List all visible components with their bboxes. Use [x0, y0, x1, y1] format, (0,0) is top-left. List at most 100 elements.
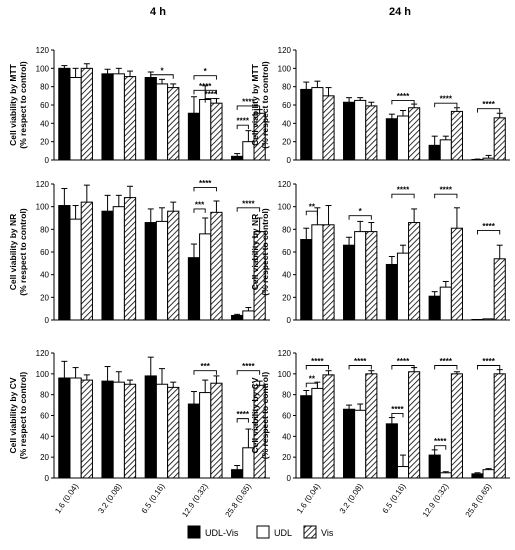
panel-24-h-cv-bar-udl-vis-3 [428, 454, 441, 479]
panel-24-h-cv-sig-bracket-3 [391, 365, 415, 370]
panel-24-h-nr-sig-bracket-4 [477, 230, 501, 235]
panel-4-h-mtt-ylabel-line-0: Cell viability by MTT [8, 63, 18, 146]
panel-4-h-mtt-sig-label-1: * [204, 67, 208, 76]
panel-24-h-cv-bar-udl-vis-1 [343, 408, 356, 479]
panel-24-h-cv-sig-bracket-5 [434, 365, 458, 370]
column-title-4h: 4 h [150, 6, 166, 18]
panel-4-h-cv-bar-udl-vis-2 [144, 375, 157, 479]
panel-24-h-cv: 0 20 40 60 80 100 120 Cell viability by CV (% re… [250, 349, 510, 519]
panel-24-h-nr-ytick-label-0: 0 [287, 316, 292, 325]
panel-4-h-mtt-bar-udl-2 [155, 83, 169, 161]
panel-24-h-cv-ytick-label-40: 40 [282, 432, 291, 441]
panel-24-h-mtt-sig-bracket-2 [477, 108, 501, 113]
panel-24-h-cv-sig-bracket-7 [477, 365, 501, 370]
panel-24-h-cv-sig-label-2: **** [354, 357, 367, 366]
panel-24-h-mtt-sig-label-0: **** [397, 92, 410, 101]
panel-4-h-mtt-bar-udl-0 [69, 77, 82, 161]
panel-24-h-mtt-ylabel-line-1: (% respect to control) [260, 61, 270, 149]
panel-24-h-cv-bar-vis-2 [408, 371, 421, 479]
panel-24-h-nr-ytick-label-40: 40 [282, 271, 291, 280]
panel-24-h-mtt-bar-udl-3 [439, 139, 452, 161]
panel-24-h-mtt-ytick-label-0: 0 [287, 156, 292, 165]
panel-4-h-mtt-sig-bracket-2 [193, 89, 217, 95]
panel-4-h-mtt-sig-label-3: **** [205, 90, 218, 99]
panel-4-h-cv-sig-bracket-1 [236, 370, 261, 375]
panel-4-h-mtt-bar-vis-3 [210, 102, 223, 161]
panel-24-h-nr-ytick-label-120: 120 [278, 180, 292, 189]
panel-4-h-nr-ytick-label-120: 120 [36, 180, 50, 189]
panel-24-h-cv-xtick-label-0: 1.6 (0.04) [295, 482, 322, 515]
panel-24-h-cv-sig-bracket-1 [305, 382, 318, 388]
panel-24-h-nr: 0 20 40 60 80 100 120 Cell viability by NR (% re… [250, 180, 510, 325]
panel-24-h-mtt-ytick-label-100: 100 [278, 64, 292, 73]
panel-4-h-nr-sig-bracket-1 [193, 208, 206, 213]
panel-4-h-mtt-bar-udl-3 [199, 99, 212, 161]
panel-4-h-nr-ytick-label-0: 0 [45, 316, 50, 325]
panel-24-h-cv-bar-udl-vis-4 [471, 473, 484, 479]
panel-24-h-nr-bar-udl-vis-2 [385, 263, 398, 321]
panel-4-h-nr-bar-udl-vis-2 [144, 222, 157, 321]
panel-4-h-cv-bar-vis-0 [80, 379, 93, 479]
panel-4-h-mtt-bar-udl-1 [112, 73, 125, 161]
panel-24-h-nr-bar-vis-3 [450, 227, 463, 321]
panel-24-h-mtt-ytick-label-120: 120 [278, 46, 292, 55]
panel-24-h-nr-bar-udl-vis-1 [343, 244, 356, 321]
panel-4-h-cv-ytick-label-20: 20 [40, 453, 49, 462]
panel-4-h-nr-bar-udl-vis-4 [231, 314, 244, 321]
panel-24-h-nr-bar-udl-3 [439, 286, 452, 321]
panel-24-h-cv-ytick-label-80: 80 [282, 391, 291, 400]
panel-4-h-nr-sig-bracket-2 [236, 207, 261, 212]
panel-24-h-nr-sig-label-2: **** [397, 186, 410, 195]
panel-4-h-mtt-sig-bracket-0 [150, 74, 174, 79]
panel-24-h-nr-ylabel-line-1: (% respect to control) [260, 208, 270, 296]
panel-24-h-cv-xtick-label-4: 25.8 (0.65) [464, 482, 494, 519]
panel-4-h-cv-ytick-label-100: 100 [36, 370, 50, 379]
panel-4-h-nr-bar-udl-4 [242, 310, 255, 321]
panel-4-h-cv-xtick-label-1: 3.2 (0.08) [96, 482, 123, 515]
panel-24-h-nr-bar-vis-2 [408, 222, 421, 321]
column-title-24h: 24 h [389, 6, 411, 18]
panel-24-h-nr-bar-udl-1 [354, 231, 367, 321]
panel-4-h-mtt-ytick-label-0: 0 [45, 156, 50, 165]
panel-24-h-nr-sig-label-3: **** [440, 186, 453, 195]
panel-24-h-cv-ylabel-line-0: Cell viability by CV [250, 377, 260, 453]
panel-4-h-mtt-ytick-label-40: 40 [40, 119, 49, 128]
panel-24-h-nr-ytick-label-20: 20 [282, 293, 291, 302]
panel-24-h-mtt-bar-udl-vis-2 [385, 118, 398, 161]
panel-4-h-mtt-bar-udl-vis-4 [231, 155, 244, 161]
panel-24-h-cv-sig-label-7: **** [482, 357, 495, 366]
panel-24-h-nr-bar-udl-4 [482, 318, 495, 321]
panel-4-h-cv-bar-udl-vis-0 [58, 377, 71, 479]
panel-24-h-cv-bar-udl-1 [354, 409, 367, 479]
panel-24-h-nr-sig-label-0: ** [309, 203, 316, 212]
panel-24-h-cv-bar-vis-4 [493, 373, 506, 479]
panel-24-h-cv-bar-vis-1 [365, 373, 378, 479]
panel-24-h-mtt-ylabel-line-0: Cell viability by MTT [250, 63, 260, 146]
panel-24-h-mtt-bar-udl-2 [396, 115, 410, 161]
panel-4-h-mtt-sig-bracket-3 [204, 98, 217, 103]
panel-4-h-cv-bar-vis-3 [210, 382, 223, 479]
panel-24-h-cv-bar-udl-2 [396, 466, 410, 479]
panel-4-h-nr-bar-vis-3 [210, 211, 223, 321]
panel-4-h-mtt-bar-udl-vis-2 [144, 77, 157, 161]
panel-24-h-mtt-bar-vis-2 [408, 107, 421, 161]
panel-24-h-nr-ytick-label-80: 80 [282, 225, 291, 234]
panel-24-h-mtt-ytick-label-20: 20 [282, 138, 291, 147]
panel-4-h-mtt-bar-udl-vis-0 [58, 67, 71, 161]
panel-4-h-cv-ytick-label-120: 120 [36, 349, 50, 358]
panel-24-h-cv-bar-udl-3 [439, 472, 452, 479]
panel-24-h-nr-sig-label-4: **** [482, 222, 495, 231]
panel-4-h-cv-bar-vis-1 [123, 383, 137, 479]
panel-24-h-nr-bar-vis-1 [365, 231, 378, 321]
panel-4-h-mtt-sig-bracket-5 [236, 124, 249, 130]
panel-4-h-mtt-ytick-label-80: 80 [40, 83, 49, 92]
panel-24-h-cv-ytick-label-0: 0 [287, 474, 292, 483]
panel-24-h-mtt-bar-vis-0 [322, 95, 335, 161]
panel-4-h-nr-bar-vis-0 [80, 201, 93, 321]
panel-24-h-mtt: 0 20 40 60 80 100 120 Cell viability by MTT (% r… [250, 46, 510, 165]
panel-4-h-mtt-sig-label-5: **** [237, 117, 250, 126]
panel-4-h-cv-xtick-label-0: 1.6 (0.04) [53, 482, 80, 515]
panel-24-h-cv-sig-bracket-0 [305, 365, 329, 370]
panel-24-h-mtt-ytick-label-60: 60 [282, 101, 291, 110]
